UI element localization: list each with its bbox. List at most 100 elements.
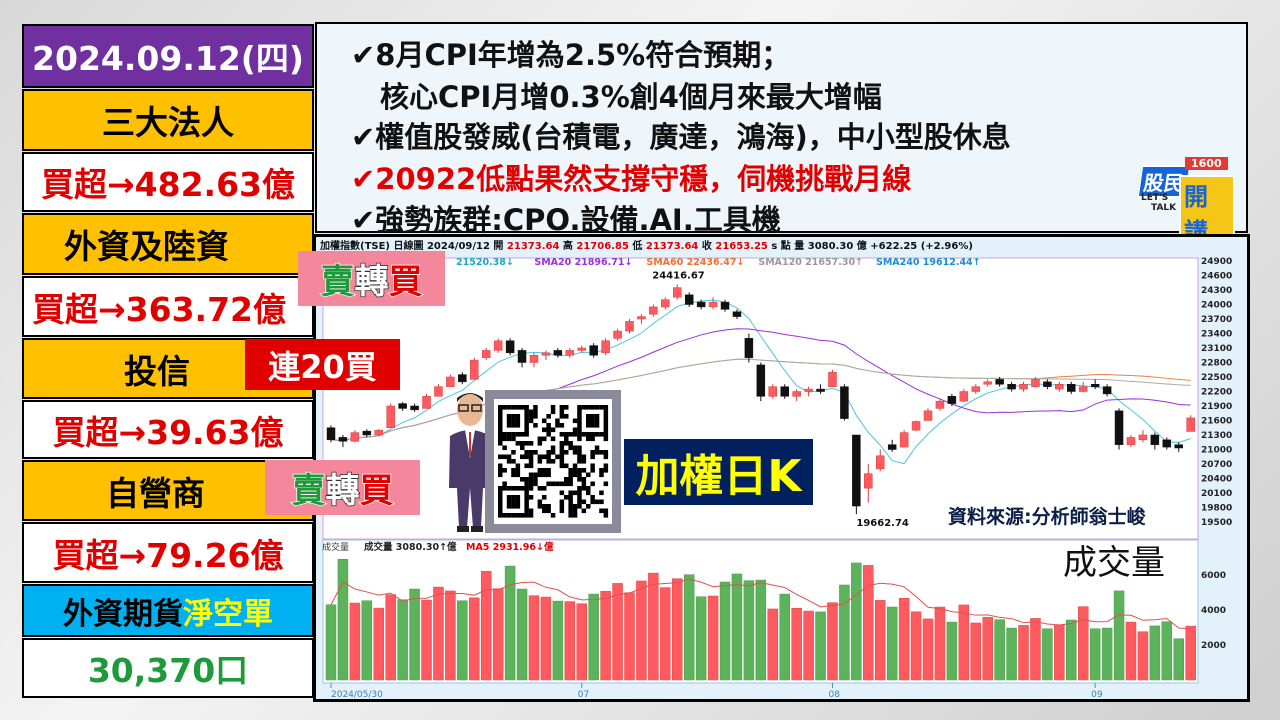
candle xyxy=(565,350,575,356)
candle xyxy=(410,405,419,411)
qr-module xyxy=(577,405,582,410)
price-tick-label: 23700 xyxy=(1201,315,1232,325)
qr-module xyxy=(542,454,547,460)
qr-module xyxy=(542,472,547,478)
qr-module xyxy=(559,481,565,487)
qr-module xyxy=(511,436,516,442)
candle xyxy=(828,371,837,387)
qr-module xyxy=(603,481,609,487)
qr-module xyxy=(506,423,512,428)
qr-module xyxy=(524,441,529,446)
volume-bar xyxy=(600,591,611,681)
price-tick-label: 21300 xyxy=(1201,431,1232,441)
volume-bar xyxy=(982,617,993,681)
qr-module xyxy=(520,486,525,491)
volume-bar xyxy=(636,580,647,681)
volume-bar xyxy=(994,619,1005,681)
volume-bar xyxy=(504,565,516,681)
qr-module xyxy=(550,436,556,442)
qr-module xyxy=(594,405,600,410)
chart-header: 加權指數(TSE) 日線圖 2024/09/12 開 21373.64 高 21… xyxy=(319,239,973,252)
candle xyxy=(840,386,849,419)
foreign-title-text: 外資及陸資 xyxy=(64,227,229,266)
qr-module xyxy=(498,499,503,505)
ma-legend: SMA20 21896.71↓ xyxy=(534,257,632,268)
volume-bar xyxy=(827,602,838,681)
candle xyxy=(326,427,336,441)
qr-module xyxy=(577,468,582,473)
candle xyxy=(720,301,730,310)
price-tick-label: 19500 xyxy=(1201,518,1232,528)
qr-module xyxy=(603,463,609,469)
volume-bar xyxy=(779,593,790,681)
qr-module xyxy=(559,504,565,509)
qr-module xyxy=(524,405,529,410)
candle xyxy=(625,321,634,332)
qr-module xyxy=(506,405,512,410)
volume-bar xyxy=(767,608,779,681)
qr-module xyxy=(594,450,600,455)
volume-label: 成交量 xyxy=(322,541,349,553)
qr-module xyxy=(533,423,538,428)
qr-module xyxy=(594,445,600,451)
qr-code[interactable] xyxy=(485,390,621,533)
qr-module xyxy=(550,459,556,464)
dealer-title-text: 自營商 xyxy=(106,473,205,513)
qr-module xyxy=(577,436,582,442)
qr-module xyxy=(572,432,578,437)
qr-module xyxy=(537,436,543,442)
qr-module xyxy=(550,445,556,451)
logo-number: 1600 xyxy=(1185,157,1228,170)
qr-module xyxy=(555,454,560,460)
candle xyxy=(350,432,360,442)
qr-module xyxy=(599,490,604,496)
qr-module xyxy=(498,441,503,446)
candle xyxy=(1186,417,1195,432)
volume-bar xyxy=(886,606,898,681)
candle xyxy=(708,301,718,308)
data-source: 資料來源:分析師翁士峻 xyxy=(948,506,1146,528)
qr-module xyxy=(502,454,507,460)
qr-module xyxy=(515,423,521,428)
news-line: ✔權值股發威(台積電，廣達，鴻海)，中小型股休息 xyxy=(351,120,1011,154)
qr-module xyxy=(533,472,538,478)
qr-module xyxy=(520,405,525,410)
volume-tick-label: 4000 xyxy=(1201,606,1226,616)
qr-module xyxy=(524,463,529,469)
foreign-net-text: 買超→363.72億 xyxy=(32,289,286,329)
qr-module xyxy=(528,486,534,491)
futures-title-text: 外資期貨 xyxy=(63,596,183,632)
qr-module xyxy=(581,508,587,514)
qr-module xyxy=(577,423,582,428)
qr-module xyxy=(520,441,525,446)
news-line: ✔強勢族群:CPO.設備.AI.工具機 xyxy=(351,203,781,237)
qr-module xyxy=(542,468,547,473)
qr-module xyxy=(577,472,582,478)
volume-bar xyxy=(695,596,707,681)
qr-module xyxy=(515,504,521,509)
candle xyxy=(661,299,670,308)
volume-bar xyxy=(576,603,587,681)
qr-module xyxy=(555,481,560,487)
qr-module xyxy=(577,486,582,491)
candle xyxy=(947,396,957,404)
qr-module xyxy=(511,513,516,518)
qr-module xyxy=(506,504,512,509)
qr-module xyxy=(559,414,565,419)
price-tick-label: 20400 xyxy=(1201,475,1232,485)
candle xyxy=(792,391,801,397)
date-text: 2024.09.12(四) xyxy=(32,39,304,78)
qr-module xyxy=(568,468,573,473)
candle xyxy=(434,386,443,397)
price-annotation: 24416.67 xyxy=(652,270,705,281)
qr-module xyxy=(572,418,578,424)
qr-module xyxy=(599,450,604,455)
candle xyxy=(553,350,563,356)
qr-module xyxy=(498,504,503,509)
foreign-net: 買超→363.72億 xyxy=(22,276,314,337)
qr-module xyxy=(506,454,512,460)
qr-module xyxy=(572,445,578,451)
qr-module xyxy=(559,405,565,410)
qr-module xyxy=(550,450,556,455)
qr-module xyxy=(528,477,534,482)
